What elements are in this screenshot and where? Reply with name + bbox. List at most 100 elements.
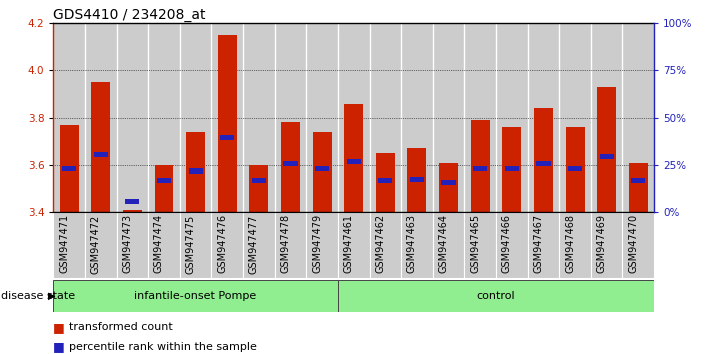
Bar <box>433 23 464 212</box>
Text: GSM947478: GSM947478 <box>280 215 291 274</box>
FancyBboxPatch shape <box>338 280 654 312</box>
Text: GSM947462: GSM947462 <box>375 215 385 274</box>
Bar <box>338 23 370 212</box>
Text: GDS4410 / 234208_at: GDS4410 / 234208_at <box>53 8 205 22</box>
FancyBboxPatch shape <box>631 178 646 183</box>
Bar <box>148 23 180 212</box>
FancyBboxPatch shape <box>591 212 623 278</box>
Text: GSM947461: GSM947461 <box>343 215 353 273</box>
Bar <box>85 23 117 212</box>
Text: GSM947471: GSM947471 <box>59 215 69 274</box>
Bar <box>560 23 591 212</box>
FancyBboxPatch shape <box>62 166 76 171</box>
FancyBboxPatch shape <box>433 212 464 278</box>
FancyBboxPatch shape <box>220 135 235 141</box>
Text: GSM947476: GSM947476 <box>218 215 228 274</box>
Bar <box>597 87 616 212</box>
Text: percentile rank within the sample: percentile rank within the sample <box>69 342 257 352</box>
Text: ▶: ▶ <box>48 291 56 301</box>
FancyBboxPatch shape <box>505 166 519 171</box>
Text: transformed count: transformed count <box>69 322 173 332</box>
Bar <box>370 23 401 212</box>
FancyBboxPatch shape <box>157 178 171 183</box>
FancyBboxPatch shape <box>496 212 528 278</box>
Bar <box>250 165 268 212</box>
Text: GSM947463: GSM947463 <box>407 215 417 273</box>
FancyBboxPatch shape <box>410 177 424 182</box>
Bar <box>591 23 623 212</box>
Bar <box>218 35 237 212</box>
FancyBboxPatch shape <box>338 212 370 278</box>
FancyBboxPatch shape <box>243 212 274 278</box>
FancyBboxPatch shape <box>274 212 306 278</box>
FancyBboxPatch shape <box>284 161 298 166</box>
FancyBboxPatch shape <box>401 212 433 278</box>
Bar <box>496 23 528 212</box>
FancyBboxPatch shape <box>473 166 487 171</box>
FancyBboxPatch shape <box>378 178 392 183</box>
FancyBboxPatch shape <box>568 166 582 171</box>
Bar <box>623 23 654 212</box>
Text: disease state: disease state <box>1 291 75 301</box>
Text: ■: ■ <box>53 341 65 353</box>
Bar <box>306 23 338 212</box>
Bar <box>401 23 433 212</box>
Bar <box>243 23 274 212</box>
Bar <box>471 120 490 212</box>
Text: GSM947474: GSM947474 <box>154 215 164 274</box>
FancyBboxPatch shape <box>528 212 560 278</box>
FancyBboxPatch shape <box>117 212 148 278</box>
FancyBboxPatch shape <box>315 166 329 171</box>
Text: GSM947466: GSM947466 <box>502 215 512 273</box>
FancyBboxPatch shape <box>442 180 456 185</box>
FancyBboxPatch shape <box>148 212 180 278</box>
FancyBboxPatch shape <box>252 178 266 183</box>
FancyBboxPatch shape <box>464 212 496 278</box>
FancyBboxPatch shape <box>188 169 203 173</box>
Bar <box>313 132 331 212</box>
Bar <box>376 153 395 212</box>
FancyBboxPatch shape <box>599 154 614 159</box>
Bar <box>344 103 363 212</box>
Text: infantile-onset Pompe: infantile-onset Pompe <box>134 291 257 301</box>
Text: GSM947470: GSM947470 <box>629 215 638 274</box>
FancyBboxPatch shape <box>94 152 108 157</box>
FancyBboxPatch shape <box>623 212 654 278</box>
FancyBboxPatch shape <box>53 280 338 312</box>
FancyBboxPatch shape <box>180 212 211 278</box>
Bar <box>528 23 560 212</box>
Text: GSM947472: GSM947472 <box>91 215 101 274</box>
Bar <box>117 23 148 212</box>
Bar <box>53 23 85 212</box>
Text: GSM947465: GSM947465 <box>470 215 480 274</box>
Text: ■: ■ <box>53 321 65 334</box>
FancyBboxPatch shape <box>211 212 243 278</box>
Text: GSM947467: GSM947467 <box>533 215 543 274</box>
Bar <box>281 122 300 212</box>
Bar <box>439 163 458 212</box>
FancyBboxPatch shape <box>536 161 550 166</box>
Bar <box>91 82 110 212</box>
Bar <box>180 23 211 212</box>
Bar <box>123 210 142 212</box>
Text: GSM947479: GSM947479 <box>312 215 322 274</box>
Text: GSM947468: GSM947468 <box>565 215 575 273</box>
Bar <box>211 23 243 212</box>
Text: GSM947464: GSM947464 <box>439 215 449 273</box>
FancyBboxPatch shape <box>560 212 591 278</box>
Text: GSM947473: GSM947473 <box>122 215 132 274</box>
Bar <box>407 148 427 212</box>
FancyBboxPatch shape <box>53 212 85 278</box>
Bar <box>565 127 584 212</box>
FancyBboxPatch shape <box>370 212 401 278</box>
Bar <box>274 23 306 212</box>
Text: GSM947475: GSM947475 <box>186 215 196 274</box>
FancyBboxPatch shape <box>306 212 338 278</box>
Text: control: control <box>476 291 515 301</box>
FancyBboxPatch shape <box>346 159 361 164</box>
FancyBboxPatch shape <box>85 212 117 278</box>
Bar <box>154 165 173 212</box>
Bar <box>534 108 553 212</box>
FancyBboxPatch shape <box>125 199 139 204</box>
Bar <box>629 163 648 212</box>
